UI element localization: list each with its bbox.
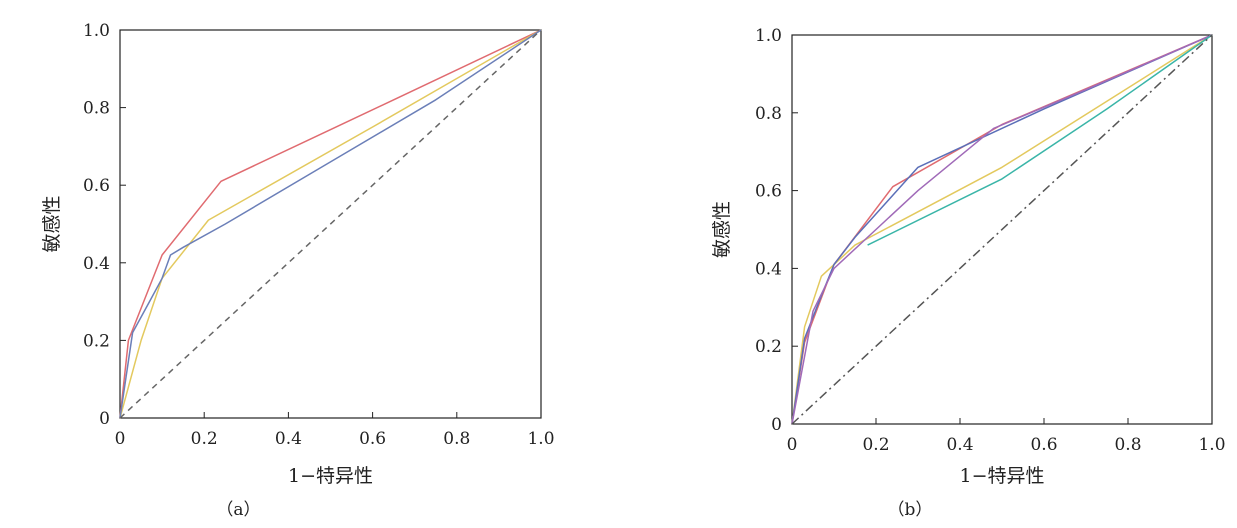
x-tick-label-b: 0.8 bbox=[1114, 435, 1141, 455]
y-axis-title-a: 敏感性 bbox=[41, 195, 63, 252]
roc-series-line-a-1 bbox=[119, 29, 542, 419]
x-tick-label-a: 0.6 bbox=[359, 429, 386, 449]
roc-panel-b: 0 0.2 0.4 0.6 0.8 1.0 0 0.2 0.4 0.6 0.8 1.0 1−特异性 敏感性… bbox=[711, 26, 1226, 520]
x-tick-label-b: 0 bbox=[787, 435, 798, 455]
roc-series-line-a-2 bbox=[119, 29, 542, 419]
y-axis-title-b: 敏感性 bbox=[711, 201, 733, 258]
x-tick-label-a: 0 bbox=[115, 429, 126, 449]
panel-label-b: （b） bbox=[888, 500, 933, 520]
plot-frame-a bbox=[119, 29, 542, 419]
y-tick-label-b: 0.2 bbox=[755, 337, 782, 357]
y-tick-label-a: 0.8 bbox=[83, 99, 110, 119]
roc-panel-a: 0 0.2 0.4 0.6 0.8 1.0 0 0.2 0.4 0.6 0.8 1.0 1−特异性 敏感性… bbox=[41, 21, 555, 520]
y-tick-label-a: 1.0 bbox=[83, 21, 110, 41]
panel-label-a: （a） bbox=[216, 500, 260, 520]
y-tick-label-b: 1.0 bbox=[755, 26, 782, 46]
plot-frame-b bbox=[791, 34, 1213, 425]
roc-series-line-a-3 bbox=[119, 29, 542, 419]
x-tick-label-b: 1.0 bbox=[1198, 435, 1225, 455]
y-tick-label-b: 0 bbox=[771, 415, 782, 435]
x-tick-label-b: 0.4 bbox=[946, 435, 973, 455]
x-tick-label-a: 0.8 bbox=[443, 429, 470, 449]
roc-series-line-b-2 bbox=[791, 34, 1213, 425]
x-tick-label-b: 0.6 bbox=[1030, 435, 1057, 455]
x-axis-title-b: 1−特异性 bbox=[959, 465, 1044, 487]
y-tick-label-b: 0.8 bbox=[755, 104, 782, 124]
y-tick-label-b: 0.6 bbox=[755, 182, 782, 202]
roc-series-line-b-5 bbox=[867, 34, 1213, 246]
roc-series-line-b-6 bbox=[791, 34, 1213, 425]
y-tick-label-a: 0.6 bbox=[83, 176, 110, 196]
x-tick-label-a: 1.0 bbox=[527, 429, 554, 449]
roc-series-line-b-4 bbox=[791, 34, 1213, 425]
y-tick-label-a: 0 bbox=[99, 409, 110, 429]
y-tick-label-a: 0.2 bbox=[83, 331, 110, 351]
x-axis-title-a: 1−特异性 bbox=[288, 465, 373, 487]
y-tick-label-a: 0.4 bbox=[83, 254, 110, 274]
x-tick-label-a: 0.2 bbox=[191, 429, 218, 449]
roc-series-line-b-3 bbox=[791, 34, 1213, 425]
x-tick-label-a: 0.4 bbox=[275, 429, 302, 449]
y-tick-label-b: 0.4 bbox=[755, 259, 782, 279]
roc-series-line-a-4 bbox=[119, 29, 542, 419]
x-tick-label-b: 0.2 bbox=[862, 435, 889, 455]
